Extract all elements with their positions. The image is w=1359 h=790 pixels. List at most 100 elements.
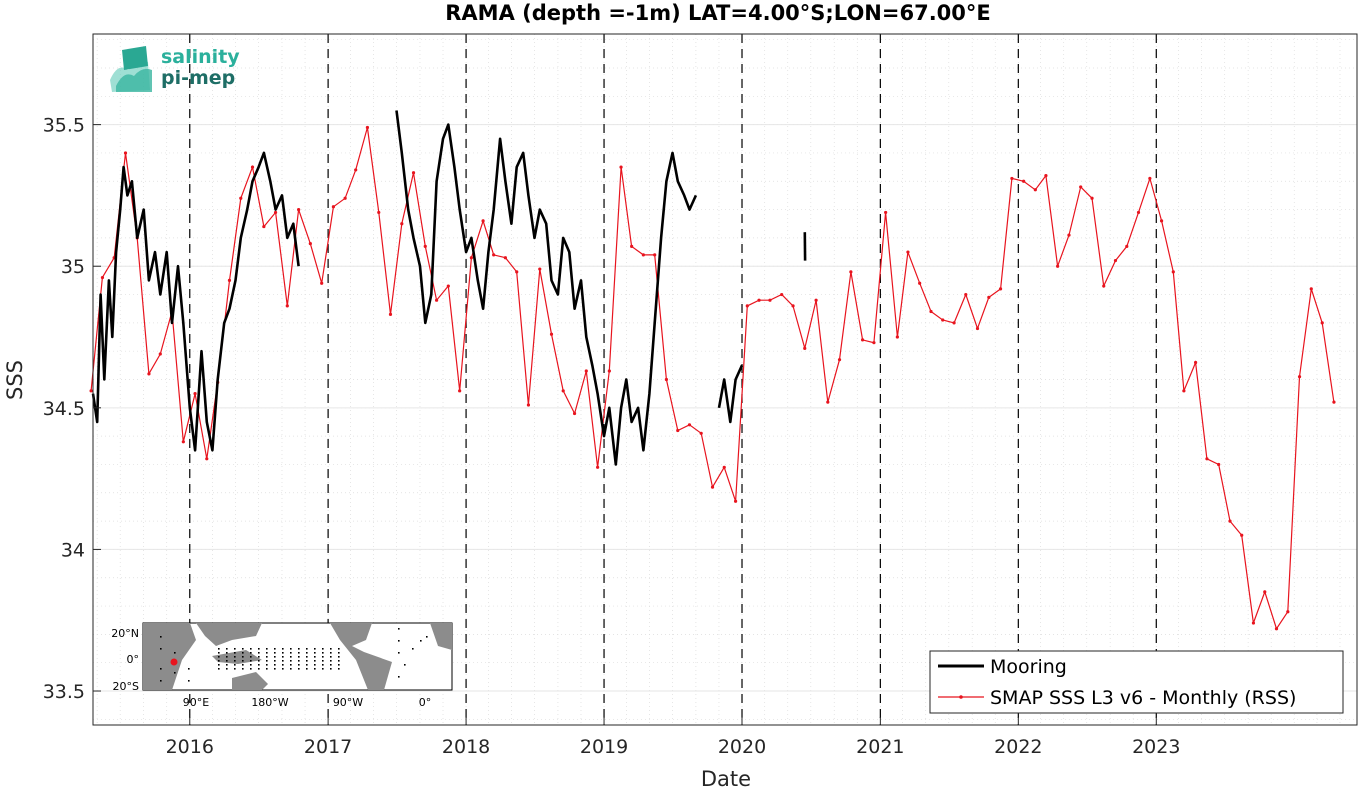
smap-point bbox=[584, 369, 588, 373]
logo-text-pi-mep: pi-mep bbox=[161, 67, 235, 89]
smap-point bbox=[250, 165, 255, 169]
buoy-dot bbox=[226, 664, 228, 666]
buoy-dot bbox=[426, 636, 428, 638]
buoy-dot bbox=[258, 664, 260, 666]
smap-point bbox=[929, 309, 933, 314]
inset-map-africa bbox=[143, 623, 196, 690]
smap-point bbox=[906, 250, 910, 254]
smap-point bbox=[205, 457, 209, 461]
legend-box bbox=[929, 650, 1344, 714]
smap-point bbox=[492, 253, 496, 257]
smap-point bbox=[193, 392, 197, 396]
buoy-dot bbox=[188, 668, 190, 670]
smap-point bbox=[884, 210, 888, 215]
inset-map-ocean bbox=[142, 622, 453, 691]
smap-point bbox=[780, 292, 784, 297]
legend: Mooring SMAP SSS L3 v6 - Monthly (RSS) bbox=[929, 650, 1344, 714]
buoy-dot bbox=[258, 660, 260, 662]
buoy-dot bbox=[298, 648, 300, 650]
smap-point bbox=[791, 304, 795, 308]
smap-point bbox=[952, 321, 956, 325]
buoy-dot bbox=[314, 660, 316, 662]
x-tick-label: 2021 bbox=[856, 736, 904, 758]
inset-map-maritime bbox=[212, 650, 262, 664]
buoy-dot bbox=[338, 656, 340, 658]
buoy-dot bbox=[404, 664, 406, 666]
smap-point bbox=[320, 281, 324, 285]
buoy-dot bbox=[266, 648, 268, 650]
buoy-dot bbox=[266, 660, 268, 662]
smap-point bbox=[1182, 389, 1186, 393]
smap-point bbox=[89, 389, 93, 393]
buoy-dot bbox=[298, 664, 300, 666]
smap-point bbox=[607, 369, 611, 373]
y-tick-label: 34 bbox=[61, 539, 85, 561]
buoy-dot bbox=[338, 648, 340, 650]
buoy-dot bbox=[306, 664, 308, 666]
smap-point bbox=[1044, 173, 1048, 178]
x-tick-label: 2020 bbox=[718, 736, 766, 758]
buoy-dot bbox=[258, 668, 260, 670]
smap-point bbox=[860, 338, 865, 342]
buoy-dot bbox=[218, 660, 220, 662]
smap-point bbox=[1090, 196, 1094, 200]
smap-point bbox=[561, 389, 565, 393]
smap-point bbox=[1274, 627, 1279, 631]
legend-label-smap: SMAP SSS L3 v6 - Monthly (RSS) bbox=[990, 687, 1296, 709]
smap-point bbox=[469, 256, 473, 260]
map-lat-tick: 20°N bbox=[111, 627, 139, 640]
buoy-dot bbox=[398, 676, 400, 678]
smap-point bbox=[1228, 519, 1232, 523]
buoy-dot bbox=[338, 668, 340, 670]
smap-point bbox=[619, 165, 623, 169]
smap-point bbox=[331, 205, 336, 209]
smap-point bbox=[687, 423, 692, 427]
buoy-dot bbox=[160, 668, 162, 670]
buoy-dot bbox=[250, 664, 252, 666]
smap-point bbox=[849, 270, 853, 274]
x-axis-ticks: 2016 2017 2018 2019 2020 2021 2022 2023 bbox=[166, 717, 1180, 758]
buoy-dot bbox=[266, 668, 268, 670]
smap-point bbox=[1193, 360, 1198, 365]
inset-buoy-markers bbox=[160, 628, 428, 682]
smap-point bbox=[481, 219, 485, 223]
buoy-dot bbox=[242, 660, 244, 662]
x-tick-label: 2017 bbox=[304, 736, 352, 758]
buoy-dot bbox=[322, 660, 324, 662]
buoy-dot bbox=[274, 660, 276, 662]
major-grid bbox=[93, 124, 1357, 692]
mooring-location-marker bbox=[170, 658, 178, 666]
smap-point bbox=[1159, 219, 1164, 223]
smap-point bbox=[975, 326, 980, 331]
smap-point bbox=[1010, 176, 1014, 181]
plot-frame bbox=[92, 33, 1358, 726]
buoy-dot bbox=[298, 660, 300, 662]
buoy-dot bbox=[160, 680, 162, 682]
buoy-dot bbox=[330, 648, 332, 650]
buoy-dot bbox=[322, 668, 324, 670]
buoy-dot bbox=[250, 656, 252, 658]
buoy-dot bbox=[298, 652, 300, 654]
chart-title: RAMA (depth =-1m) LAT=4.00°S;LON=67.00°E bbox=[445, 1, 991, 25]
smap-point bbox=[837, 358, 842, 362]
smap-point bbox=[653, 253, 657, 257]
smap-point bbox=[1125, 244, 1129, 248]
map-lon-tick: 0° bbox=[419, 696, 432, 709]
buoy-dot bbox=[398, 628, 400, 630]
smap-point bbox=[1309, 287, 1313, 291]
buoy-dot bbox=[306, 648, 308, 650]
smap-point bbox=[918, 281, 922, 285]
buoy-dot bbox=[274, 664, 276, 666]
smap-point bbox=[100, 275, 105, 280]
smap-point bbox=[699, 431, 703, 435]
smap-point bbox=[458, 389, 462, 393]
inset-map-americas bbox=[330, 623, 392, 690]
buoy-dot bbox=[298, 656, 300, 658]
smap-point bbox=[343, 196, 347, 200]
buoy-dot bbox=[282, 652, 284, 654]
legend-label-mooring: Mooring bbox=[990, 656, 1067, 678]
buoy-dot bbox=[234, 656, 236, 658]
inset-location-map: 20°N 0° 20°S 90°E 180°W 90°W 0° bbox=[111, 622, 453, 709]
smap-point bbox=[1113, 258, 1118, 263]
